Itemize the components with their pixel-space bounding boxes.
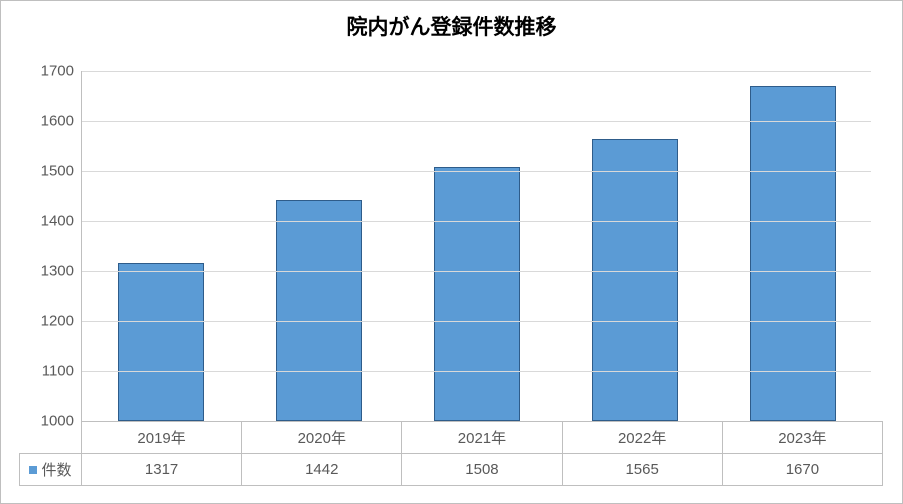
- gridline: [82, 271, 871, 272]
- table-value-row: 件数 13171442150815651670: [20, 454, 883, 486]
- bar: [118, 263, 205, 422]
- data-table: 2019年2020年2021年2022年2023年 件数 13171442150…: [19, 421, 883, 486]
- legend-cell: 件数: [20, 454, 82, 486]
- category-cell: 2019年: [82, 422, 242, 454]
- chart-container: 院内がん登録件数推移 10001100120013001400150016001…: [0, 0, 903, 504]
- y-tick-label: 1600: [41, 113, 74, 130]
- chart-title: 院内がん登録件数推移: [1, 11, 902, 41]
- legend-swatch-icon: [29, 466, 37, 474]
- category-cell: 2022年: [562, 422, 722, 454]
- bar: [592, 139, 679, 422]
- value-cell: 1317: [82, 454, 242, 486]
- y-tick-label: 1100: [42, 363, 74, 380]
- y-tick-label: 1200: [41, 313, 74, 330]
- gridline: [82, 171, 871, 172]
- bars-layer: [82, 71, 871, 421]
- value-cell: 1565: [562, 454, 722, 486]
- value-cell: 1508: [402, 454, 562, 486]
- gridline: [82, 221, 871, 222]
- plot-area: 10001100120013001400150016001700: [81, 71, 871, 421]
- y-tick-label: 1400: [41, 213, 74, 230]
- gridline: [82, 371, 871, 372]
- y-tick-label: 1300: [41, 263, 74, 280]
- category-cell: 2020年: [242, 422, 402, 454]
- table-corner-cell: [20, 422, 82, 454]
- gridline: [82, 321, 871, 322]
- legend-label: 件数: [41, 462, 71, 479]
- category-cell: 2021年: [402, 422, 562, 454]
- bar: [434, 167, 521, 421]
- gridline: [82, 121, 871, 122]
- category-cell: 2023年: [722, 422, 882, 454]
- table-header-row: 2019年2020年2021年2022年2023年: [20, 422, 883, 454]
- y-tick-label: 1700: [41, 63, 74, 80]
- y-tick-label: 1500: [41, 163, 74, 180]
- value-cell: 1670: [722, 454, 882, 486]
- bar: [276, 200, 363, 421]
- gridline: [82, 71, 871, 72]
- value-cell: 1442: [242, 454, 402, 486]
